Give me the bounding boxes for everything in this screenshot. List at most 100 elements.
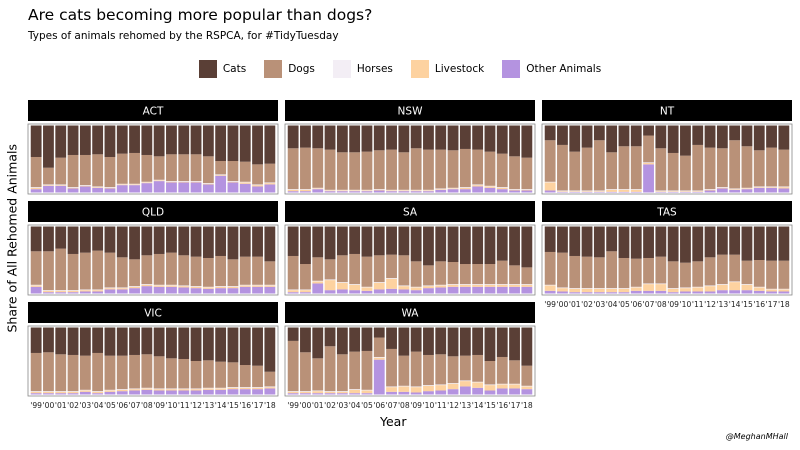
bar-segment-cats: [729, 125, 741, 141]
bar-segment-other-animals: [239, 389, 251, 395]
bar-segment-horses: [55, 290, 67, 291]
bar-segment-dogs: [252, 365, 263, 388]
bar-segment-dogs: [753, 260, 765, 287]
bar-segment-other-animals: [630, 290, 642, 294]
bar-segment-dogs: [581, 147, 593, 191]
bar-segment-other-animals: [178, 182, 190, 193]
x-axis-label: Year: [380, 414, 407, 429]
bar-segment-livestock: [630, 189, 642, 192]
bar-segment-horses: [606, 189, 618, 190]
bar-segment-livestock: [178, 286, 190, 288]
bar-segment-dogs: [447, 262, 459, 285]
bar-segment-cats: [324, 327, 336, 347]
x-tick-label: '12: [190, 401, 202, 410]
bar-segment-horses: [410, 189, 422, 191]
bar-segment-livestock: [373, 357, 385, 360]
bar-segment-dogs: [655, 148, 667, 191]
bar-segment-other-animals: [153, 181, 165, 193]
bar-segment-cats: [239, 226, 251, 257]
bar-segment-cats: [349, 327, 361, 352]
x-tick-label: '00: [300, 401, 312, 410]
bar-segment-cats: [227, 226, 239, 260]
bar-segment-livestock: [215, 388, 227, 390]
bar-segment-horses: [116, 389, 128, 390]
bar-segment-dogs: [459, 148, 471, 188]
x-tick-label: '06: [116, 401, 128, 410]
bar-segment-cats: [606, 125, 618, 153]
bar-segment-other-animals: [410, 290, 422, 294]
bar-segment-horses: [386, 386, 397, 388]
bar-segment-livestock: [544, 182, 556, 191]
bar-segment-cats: [753, 125, 765, 151]
bar-segment-horses: [435, 188, 447, 190]
bar-segment-other-animals: [190, 288, 202, 294]
bar-segment-dogs: [766, 260, 777, 289]
bar-segment-horses: [753, 186, 765, 188]
bar-segment-other-animals: [43, 393, 54, 395]
bar-segment-dogs: [43, 167, 54, 185]
bar-segment-horses: [569, 190, 581, 192]
bar-segment-livestock: [618, 288, 630, 293]
bar-segment-livestock: [447, 383, 459, 390]
bar-segment-dogs: [178, 358, 190, 389]
bar-segment-other-animals: [287, 292, 299, 294]
bar-segment-dogs: [606, 152, 618, 190]
bar-segment-other-animals: [166, 182, 177, 193]
bar-segment-cats: [373, 327, 385, 338]
bar-segment-dogs: [729, 140, 741, 189]
bar-segment-horses: [43, 290, 54, 291]
bar-segment-dogs: [361, 151, 373, 190]
bar-segment-dogs: [324, 149, 336, 190]
bar-segment-dogs: [496, 356, 508, 384]
bar-segment-dogs: [667, 261, 679, 289]
bar-segment-other-animals: [227, 389, 239, 395]
bar-segment-cats: [593, 226, 605, 258]
bar-segment-cats: [215, 226, 227, 256]
bar-segment-livestock: [753, 287, 765, 291]
bar-segment-cats: [264, 226, 276, 262]
bar-segment-dogs: [239, 365, 251, 388]
legend-item-other-animals: Other Animals: [502, 60, 601, 78]
bar-segment-dogs: [509, 156, 520, 190]
bar-segment-horses: [287, 189, 299, 190]
bar-segment-horses: [202, 387, 214, 389]
bar-segment-livestock: [766, 187, 777, 188]
bar-segment-other-animals: [704, 291, 716, 294]
bar-segment-cats: [349, 226, 361, 254]
bar-segment-cats: [655, 125, 667, 149]
bar-segment-dogs: [166, 358, 177, 389]
bar-segment-dogs: [67, 154, 79, 188]
bar-segment-dogs: [361, 350, 373, 390]
bar-segment-other-animals: [104, 391, 116, 395]
bar-segment-horses: [202, 286, 214, 288]
bar-segment-horses: [447, 187, 459, 189]
bar-segment-horses: [435, 384, 447, 386]
bar-segment-cats: [655, 226, 667, 257]
bar-segment-horses: [166, 284, 177, 286]
bar-segment-horses: [129, 388, 140, 390]
bar-segment-cats: [593, 125, 605, 141]
bar-segment-livestock: [361, 287, 373, 291]
bar-segment-other-animals: [92, 291, 104, 294]
bar-segment-cats: [178, 327, 190, 359]
bar-segment-livestock: [141, 182, 153, 184]
bar-segment-horses: [43, 184, 54, 186]
bar-segment-other-animals: [398, 191, 410, 193]
bar-segment-other-animals: [141, 183, 153, 193]
bar-segment-dogs: [227, 161, 239, 182]
bar-segment-livestock: [264, 285, 276, 287]
bar-segment-other-animals: [496, 189, 508, 193]
bar-segment-cats: [410, 226, 422, 262]
bar-segment-cats: [509, 226, 520, 266]
x-tick-label: '13: [459, 401, 471, 410]
bar-segment-horses: [630, 286, 642, 288]
bar-segment-other-animals: [569, 191, 581, 193]
bar-segment-cats: [79, 226, 91, 253]
bar-segment-cats: [312, 125, 324, 149]
bar-segment-livestock: [264, 183, 276, 185]
x-tick-label: '15: [741, 300, 753, 309]
bar-segment-livestock: [557, 288, 568, 292]
x-tick-label: '16: [753, 300, 765, 309]
bar-segment-dogs: [190, 361, 202, 389]
bar-segment-cats: [447, 327, 459, 357]
